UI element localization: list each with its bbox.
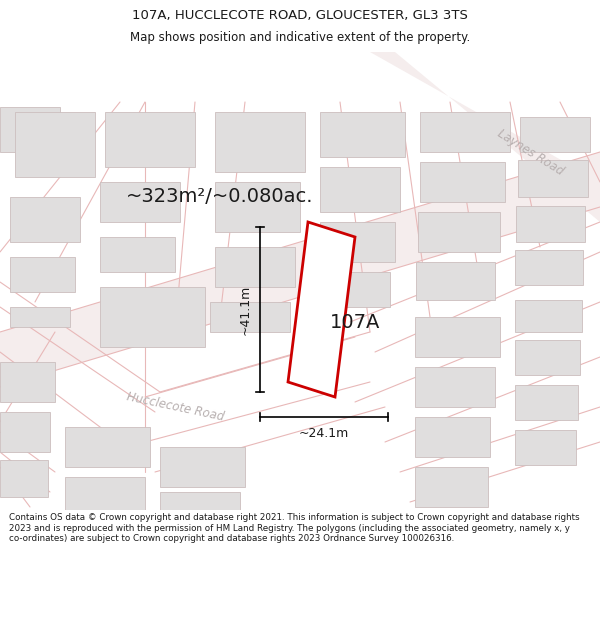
Polygon shape [416,262,495,300]
Polygon shape [515,300,582,332]
Polygon shape [415,367,495,407]
Polygon shape [100,182,180,222]
Text: Hucclecote Road: Hucclecote Road [125,390,225,424]
Polygon shape [10,307,70,327]
Polygon shape [215,182,300,232]
Polygon shape [515,385,578,420]
Polygon shape [0,107,60,152]
Polygon shape [516,206,585,242]
Polygon shape [160,492,240,510]
Polygon shape [520,117,590,152]
Polygon shape [418,212,500,252]
Polygon shape [215,247,295,287]
Polygon shape [100,287,205,347]
Polygon shape [215,112,305,172]
Polygon shape [315,272,390,307]
Polygon shape [15,112,95,177]
Polygon shape [420,112,510,152]
Polygon shape [105,112,195,167]
Text: Laynes Road: Laynes Road [494,126,565,178]
Polygon shape [415,317,500,357]
Polygon shape [10,257,75,292]
Polygon shape [515,430,576,465]
Polygon shape [288,222,355,397]
Text: ~323m²/~0.080ac.: ~323m²/~0.080ac. [126,188,314,206]
Polygon shape [370,52,600,222]
Polygon shape [420,162,505,202]
Polygon shape [65,427,150,467]
Polygon shape [160,447,245,487]
Polygon shape [0,412,50,452]
Polygon shape [415,467,488,507]
Polygon shape [100,237,175,272]
Polygon shape [415,417,490,457]
Text: Map shows position and indicative extent of the property.: Map shows position and indicative extent… [130,31,470,44]
Polygon shape [10,197,80,242]
Polygon shape [320,167,400,212]
Polygon shape [210,302,290,332]
Text: 107A, HUCCLECOTE ROAD, GLOUCESTER, GL3 3TS: 107A, HUCCLECOTE ROAD, GLOUCESTER, GL3 3… [132,9,468,22]
Polygon shape [0,362,55,402]
Text: 107A: 107A [330,312,380,331]
Polygon shape [515,340,580,375]
Polygon shape [0,152,600,387]
Polygon shape [0,460,48,497]
Text: ~41.1m: ~41.1m [239,284,252,334]
Text: ~24.1m: ~24.1m [299,427,349,440]
Polygon shape [515,250,583,285]
Polygon shape [65,477,145,510]
Text: Contains OS data © Crown copyright and database right 2021. This information is : Contains OS data © Crown copyright and d… [9,514,580,543]
Polygon shape [320,112,405,157]
Polygon shape [320,222,395,262]
Polygon shape [518,160,588,197]
